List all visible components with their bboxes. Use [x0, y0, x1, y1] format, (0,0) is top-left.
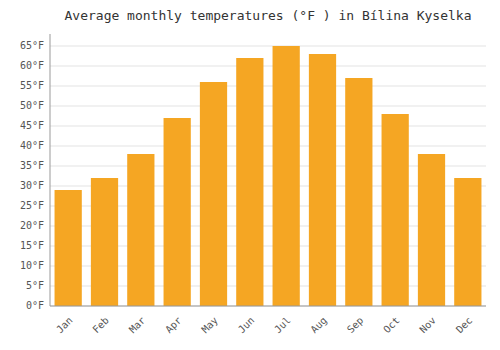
- grid-line: [50, 46, 486, 47]
- grid-line: [50, 66, 486, 67]
- x-tick-label: Jun: [236, 315, 257, 336]
- y-tick-label: 55°F: [20, 80, 44, 91]
- y-axis: 0°F 5°F 10°F 15°F 20°F 25°F 30°F 35°F 40°F 45°F 50…: [20, 40, 44, 311]
- bars: [55, 46, 482, 306]
- x-tick-label: Aug: [308, 315, 329, 336]
- grid-line: [50, 106, 486, 107]
- y-tick-label: 65°F: [20, 40, 44, 51]
- x-tick-label: Sep: [345, 315, 366, 336]
- bar: [309, 54, 336, 306]
- x-axis: Jan Feb Mar Apr May Jun Jul Aug Sep Oct Nov Dec: [54, 315, 474, 336]
- y-tick-label: 30°F: [20, 180, 44, 191]
- y-axis-line: [50, 34, 51, 306]
- y-tick-label: 15°F: [20, 240, 44, 251]
- y-tick-label: 0°F: [26, 300, 44, 311]
- x-tick-label: Nov: [417, 315, 438, 336]
- bar: [236, 58, 263, 306]
- y-tick-label: 60°F: [20, 60, 44, 71]
- grid-line: [50, 146, 486, 147]
- y-tick-label: 45°F: [20, 120, 44, 131]
- bar: [127, 154, 154, 306]
- bar: [345, 78, 372, 306]
- bar: [200, 82, 227, 306]
- grid-line: [50, 126, 486, 127]
- x-tick-label: Jan: [54, 315, 75, 336]
- bar: [382, 114, 409, 306]
- chart-container: Average monthly temperatures (°F ) in Bí…: [0, 0, 500, 350]
- x-tick-label: May: [199, 315, 220, 336]
- y-tick-label: 25°F: [20, 200, 44, 211]
- bar: [164, 118, 191, 306]
- grid: [50, 46, 486, 306]
- x-tick-label: Feb: [90, 315, 111, 336]
- bar: [454, 178, 481, 306]
- y-tick-label: 5°F: [26, 280, 44, 291]
- title: Average monthly temperatures (°F ) in Bí…: [65, 8, 472, 23]
- bar: [273, 46, 300, 306]
- y-tick-label: 35°F: [20, 160, 44, 171]
- y-tick-label: 20°F: [20, 220, 44, 231]
- x-tick-label: Dec: [454, 315, 475, 336]
- x-tick-label: Jul: [272, 315, 293, 336]
- x-tick-label: Mar: [127, 315, 148, 336]
- grid-line: [50, 306, 486, 307]
- grid-line: [50, 86, 486, 87]
- bar: [91, 178, 118, 306]
- x-tick-label: Apr: [163, 315, 184, 336]
- chart: Average monthly temperatures (°F ) in Bí…: [0, 0, 500, 350]
- x-tick-label: Oct: [381, 315, 402, 336]
- x-axis-line: [50, 306, 486, 307]
- y-tick-label: 10°F: [20, 260, 44, 271]
- y-tick-label: 50°F: [20, 100, 44, 111]
- y-tick-label: 40°F: [20, 140, 44, 151]
- bar: [55, 190, 82, 306]
- bar: [418, 154, 445, 306]
